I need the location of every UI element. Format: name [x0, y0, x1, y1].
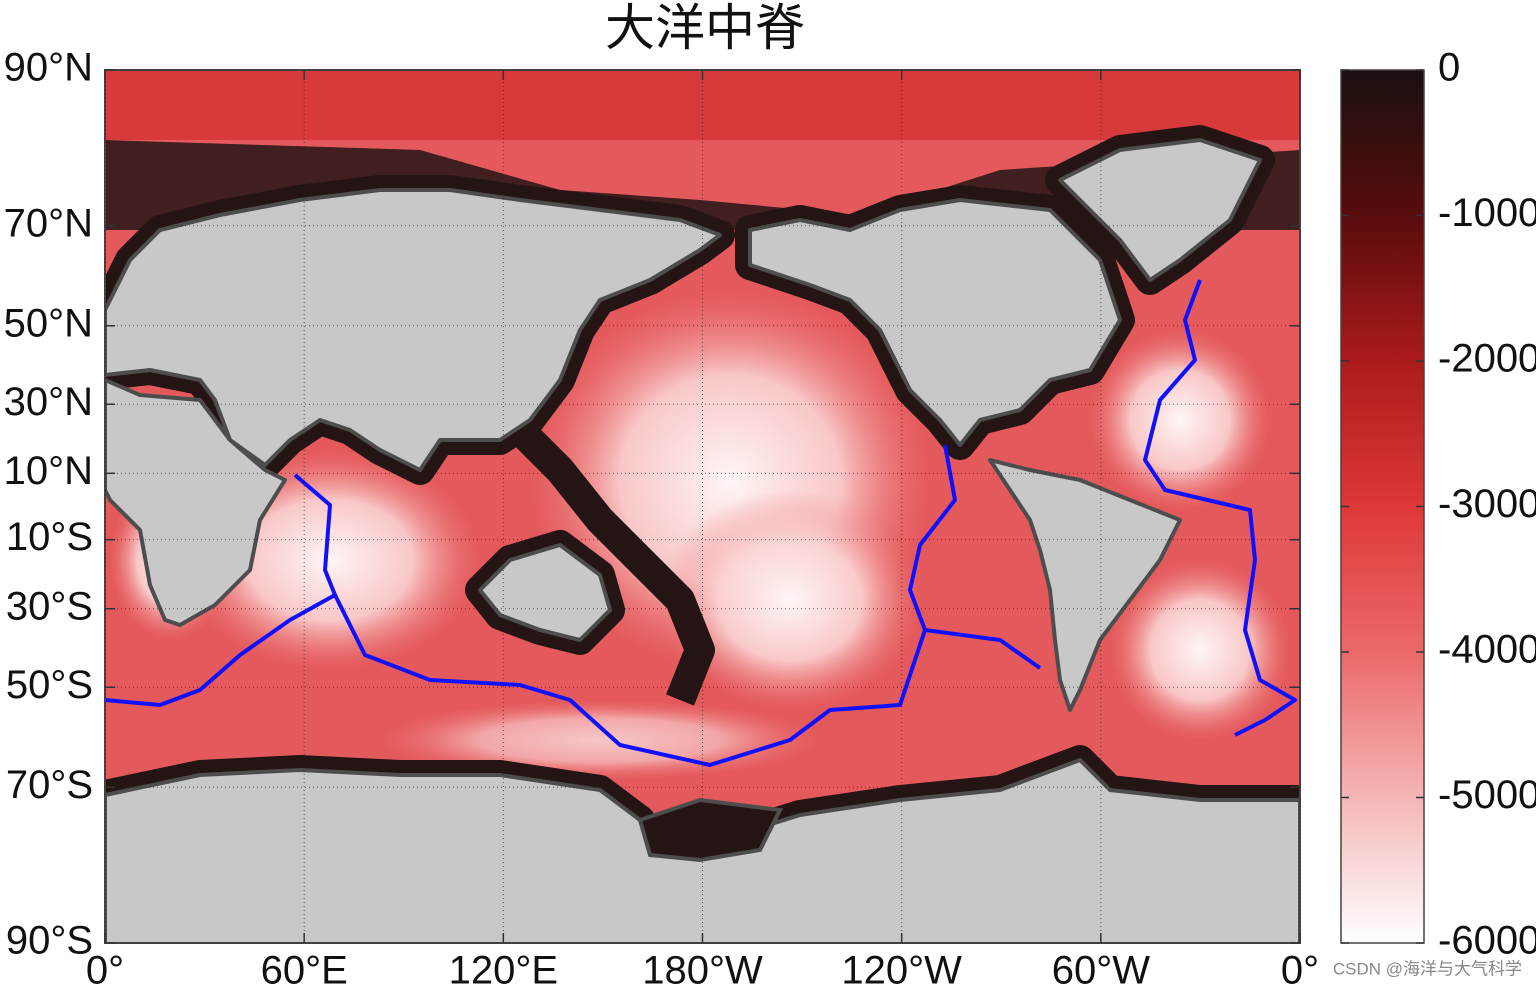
y-tick-label: 90°N	[4, 46, 93, 90]
x-tick-label: 0°	[86, 949, 124, 990]
ross-ice-shelf	[637, 797, 784, 863]
arctic-ocean	[105, 70, 1300, 140]
colorbar-tick-label: -2000	[1438, 337, 1536, 381]
africa	[105, 378, 287, 627]
x-tick-label: 120°W	[841, 949, 962, 990]
north-america	[748, 198, 1122, 447]
ridge	[924, 628, 1042, 670]
greenland	[1058, 138, 1262, 282]
y-tick-label: 50°N	[4, 301, 93, 345]
colorbar-tick-label: -4000	[1438, 628, 1536, 672]
ridges	[105, 279, 1297, 767]
colorbar-tick-label: -6000	[1438, 919, 1536, 963]
shelf	[509, 419, 715, 706]
colorbar	[1340, 69, 1425, 944]
y-tick-label: 10°S	[6, 515, 93, 559]
map-title: 大洋中脊	[605, 0, 805, 56]
australia	[478, 543, 612, 642]
y-tick-label: 70°N	[4, 201, 93, 245]
watermark: CSDN @海洋与大气科学	[1333, 959, 1522, 978]
ridge	[105, 473, 337, 707]
y-tick-label: 70°S	[6, 763, 93, 807]
y-tick-label: 30°N	[4, 380, 93, 424]
pacific-basin	[660, 490, 920, 710]
land	[105, 138, 1300, 943]
ridge	[1143, 279, 1297, 737]
x-tick-label: 60°E	[261, 949, 348, 990]
colorbar-tick-label: -3000	[1438, 482, 1536, 526]
y-tick-label: 50°S	[6, 663, 93, 707]
colorbar-tick-label: -1000	[1438, 191, 1536, 235]
south-america	[988, 458, 1182, 712]
y-tick-label: 30°S	[6, 584, 93, 628]
x-tick-label: 0°	[1281, 949, 1319, 990]
colorbar-tick-label: 0	[1438, 46, 1460, 90]
map-area	[105, 70, 1300, 943]
ridge	[333, 444, 957, 767]
colorbar-tick-label: -5000	[1438, 773, 1536, 817]
x-tick-label: 180°W	[642, 949, 763, 990]
x-tick-label: 120°E	[449, 949, 558, 990]
x-tick-label: 60°W	[1052, 949, 1150, 990]
y-tick-label: 90°S	[6, 919, 93, 963]
atlantic-basin	[1110, 560, 1290, 740]
atlantic-basin	[1090, 330, 1270, 510]
y-tick-label: 10°N	[4, 449, 93, 493]
